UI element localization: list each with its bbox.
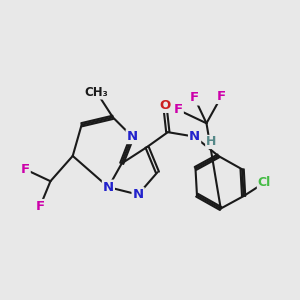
Text: Cl: Cl	[258, 176, 271, 189]
Text: F: F	[35, 200, 45, 213]
Text: F: F	[190, 92, 199, 104]
Text: H: H	[206, 136, 216, 148]
Text: O: O	[159, 99, 170, 112]
Text: N: N	[189, 130, 200, 143]
Text: F: F	[217, 90, 226, 103]
Text: N: N	[127, 130, 138, 143]
Text: N: N	[103, 181, 114, 194]
Text: F: F	[21, 163, 30, 176]
Text: N: N	[133, 188, 144, 201]
Text: F: F	[174, 103, 183, 116]
Text: CH₃: CH₃	[85, 85, 108, 98]
